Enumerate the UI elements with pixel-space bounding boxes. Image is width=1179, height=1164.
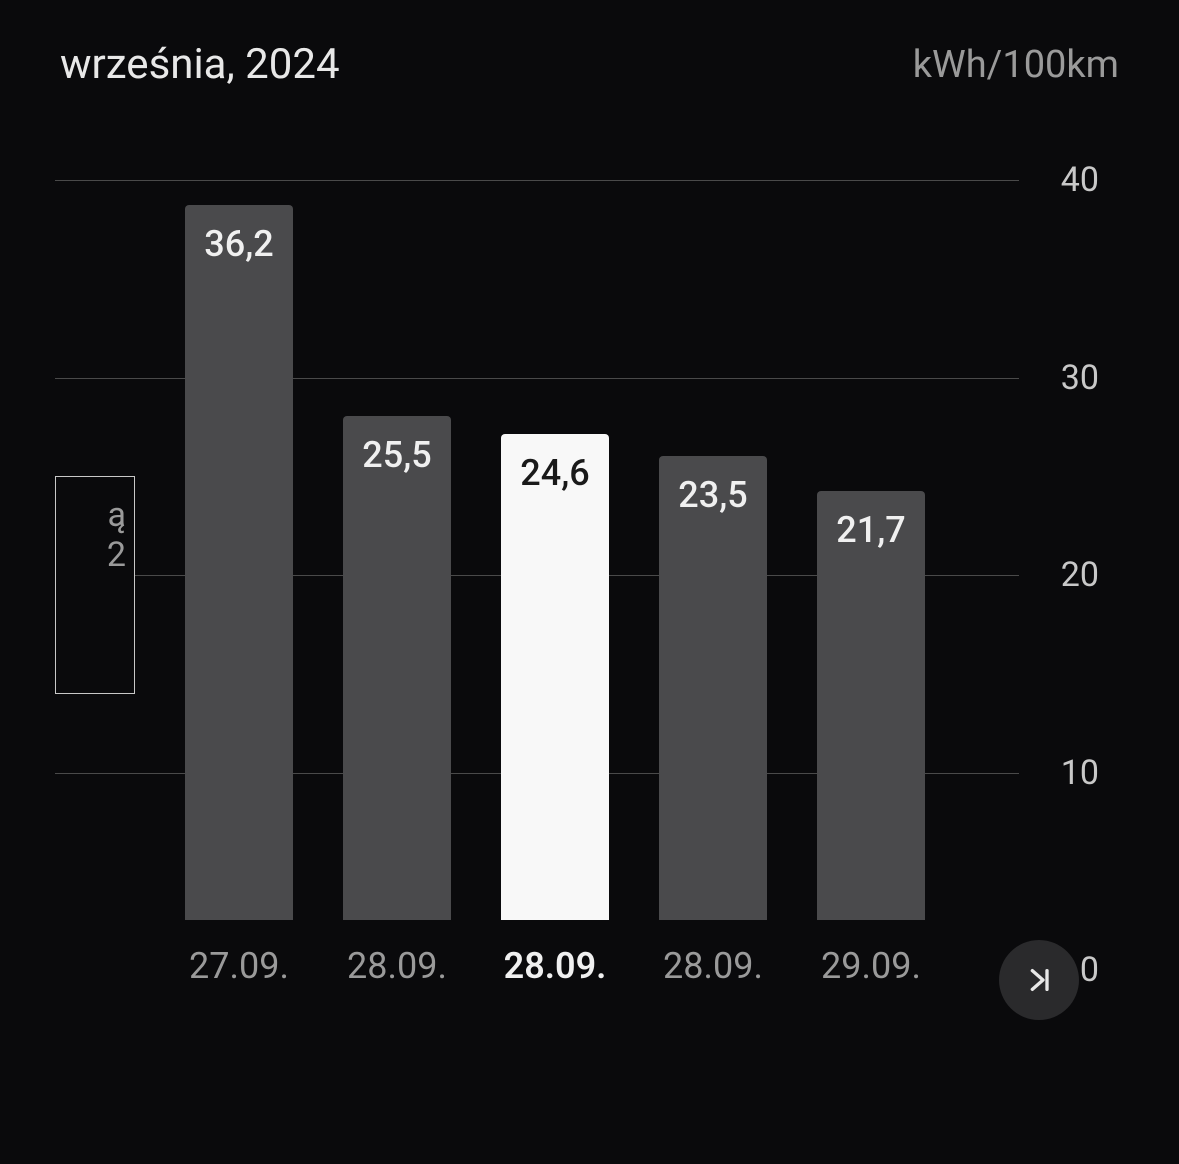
- x-tick-label: 28.09.: [663, 945, 763, 987]
- partial-tooltip-box: ą 2: [55, 476, 135, 693]
- skip-end-icon: [1023, 964, 1055, 996]
- y-tick-label: 0: [1080, 950, 1099, 990]
- y-tick-label: 40: [1061, 160, 1099, 200]
- bar-value-label: 23,5: [678, 474, 747, 516]
- x-tick-label: 27.09.: [189, 945, 289, 987]
- bar[interactable]: 25,5: [343, 416, 451, 920]
- bar[interactable]: 21,7: [817, 491, 925, 920]
- bar-value-label: 36,2: [204, 223, 273, 265]
- next-button[interactable]: [999, 940, 1079, 1020]
- bar-value-label: 24,6: [520, 452, 589, 494]
- x-axis-labels: 27.09. 28.09. 28.09. 28.09. 29.09.: [55, 945, 1019, 995]
- y-tick-label: 20: [1061, 555, 1099, 595]
- chart-container: 36,225,524,623,521,7 010203040: [55, 130, 1139, 930]
- chart-unit: kWh/100km: [913, 43, 1119, 87]
- x-tick-label: 28.09.: [504, 945, 607, 987]
- x-tick-label: 28.09.: [347, 945, 447, 987]
- bar[interactable]: 24,6: [501, 434, 609, 920]
- bar[interactable]: 23,5: [659, 456, 767, 920]
- bar[interactable]: 36,2: [185, 205, 293, 920]
- chart-header: września, 2024 kWh/100km: [0, 0, 1179, 89]
- bar-value-label: 25,5: [362, 434, 431, 476]
- x-tick-label: 29.09.: [821, 945, 921, 987]
- y-tick-label: 10: [1061, 753, 1099, 793]
- bars-area: 36,2 25,5 24,6 23,5 21,7: [55, 130, 1019, 920]
- chart-title: września, 2024: [60, 40, 340, 89]
- bar-value-label: 21,7: [836, 509, 905, 551]
- y-tick-label: 30: [1061, 358, 1099, 398]
- partial-text-line2: 2: [64, 535, 126, 575]
- partial-text-line1: ą: [64, 495, 126, 535]
